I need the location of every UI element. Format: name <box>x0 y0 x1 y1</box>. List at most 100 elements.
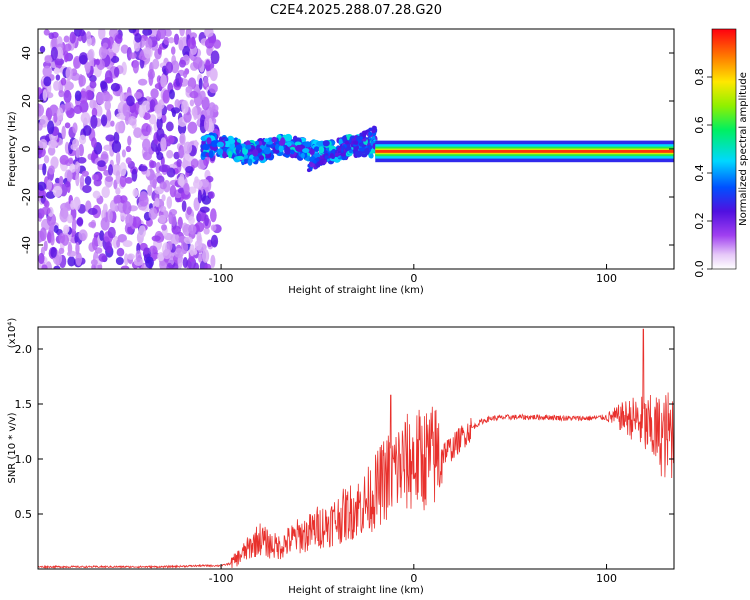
noise-blotch <box>75 172 80 187</box>
colorbar-label: Normalized spectral amplitude <box>738 72 749 226</box>
noise-blotch <box>43 240 48 252</box>
noise-blotch <box>165 121 174 132</box>
rising-branch-mark <box>324 155 329 160</box>
spectrogram-x-ticks: -100 0 100 <box>209 264 617 285</box>
noise-blotch <box>167 135 175 144</box>
noise-blotch <box>90 259 98 266</box>
onset-band-mark <box>292 135 298 141</box>
noise-blotch <box>87 207 98 215</box>
noise-blotch <box>206 45 213 57</box>
noise-blotch <box>145 37 153 50</box>
snr-x-ticks: -100 0 100 <box>209 564 617 585</box>
noise-blotch <box>138 104 146 118</box>
noise-blotch <box>105 241 112 254</box>
noise-blotch <box>71 218 77 232</box>
noise-blotch <box>116 239 121 248</box>
noise-blotch <box>178 144 185 159</box>
noise-blotch <box>158 164 168 173</box>
noise-blotch <box>98 253 107 262</box>
onset-band-mark <box>222 151 228 159</box>
noise-blotch <box>201 249 210 263</box>
noise-blotch <box>187 37 197 50</box>
noise-blotch <box>207 117 213 132</box>
noise-blotch <box>80 111 91 124</box>
noise-blotch <box>169 89 175 100</box>
onset-band-mark <box>367 144 373 150</box>
noise-blotch <box>56 107 64 121</box>
noise-blotch <box>111 41 120 54</box>
noise-blotch <box>47 146 56 156</box>
rising-branch-mark <box>313 165 318 170</box>
rising-branch-mark <box>329 153 334 158</box>
noise-blotch <box>211 104 219 113</box>
onset-band-mark <box>354 150 363 158</box>
y-tick-label: -40 <box>20 236 33 254</box>
noise-blotch <box>197 189 202 204</box>
noise-blotch <box>114 34 123 44</box>
noise-blotch <box>75 242 80 255</box>
noise-blotch <box>79 29 86 37</box>
noise-blotch <box>177 176 185 186</box>
noise-blotch <box>171 109 176 118</box>
noise-blotch <box>115 121 124 134</box>
onset-band-mark <box>278 140 285 146</box>
noise-blotch <box>189 32 198 39</box>
noise-blotch <box>159 205 167 213</box>
spectrogram-y-axis-label: Frequency (Hz) <box>7 111 18 187</box>
noise-blotch <box>91 137 97 148</box>
noise-blotch <box>104 70 113 84</box>
noise-blotch <box>102 42 109 49</box>
noise-blotch <box>115 187 121 195</box>
noise-blotch <box>101 186 110 198</box>
noise-blotch <box>178 77 183 84</box>
noise-blotch <box>115 170 121 185</box>
noise-blotch <box>119 91 125 103</box>
onset-band-mark <box>229 141 236 150</box>
noise-blotch <box>63 224 70 234</box>
noise-blotch <box>166 262 173 269</box>
noise-blotch <box>187 121 198 134</box>
noise-blotch <box>142 29 153 36</box>
noise-blotch <box>194 240 203 251</box>
noise-blotch <box>170 46 176 55</box>
noise-blotch <box>159 181 167 190</box>
rising-branch-mark <box>371 129 376 134</box>
noise-blotch <box>164 29 172 37</box>
noise-blotch <box>79 175 85 188</box>
noise-blotch <box>150 88 159 99</box>
noise-blotch <box>192 106 198 121</box>
noise-blotch <box>45 92 54 99</box>
noise-blotch <box>88 221 96 228</box>
noise-blotch <box>105 108 112 123</box>
noise-blotch <box>170 233 180 245</box>
noise-blotch <box>204 214 209 227</box>
noise-blotch <box>122 103 131 117</box>
colorbar-gradient <box>711 28 737 270</box>
noise-blotch <box>50 247 57 258</box>
noise-blotch <box>148 114 157 125</box>
noise-blotch <box>152 58 160 70</box>
noise-blotch <box>185 166 194 174</box>
noise-blotch <box>177 216 183 230</box>
noise-blotch <box>166 149 174 159</box>
onset-band-mark <box>245 144 252 150</box>
noise-blotch <box>188 224 197 235</box>
noise-blotch <box>95 58 100 66</box>
snr-x-axis-label: Height of straight line (km) <box>288 585 424 596</box>
onset-band-mark <box>259 155 265 161</box>
snr-panel: -100 0 100 0.5 1.0 1.5 2.0 Height of straight… <box>7 318 675 596</box>
noise-blotch <box>178 36 185 51</box>
noise-blotch <box>138 165 148 172</box>
noise-blotch <box>42 65 52 78</box>
rising-branch-mark <box>318 160 323 165</box>
noise-blotch <box>119 162 127 177</box>
x-tick-label: 100 <box>596 272 617 285</box>
noise-blotch <box>38 103 45 117</box>
noise-blotch <box>205 59 211 72</box>
rising-branch-mark <box>344 140 349 145</box>
noise-blotch <box>120 44 129 54</box>
spectrogram-marks <box>38 29 674 269</box>
noise-blotch <box>64 102 72 111</box>
noise-blotch <box>129 52 137 59</box>
noise-blotch <box>90 114 98 129</box>
